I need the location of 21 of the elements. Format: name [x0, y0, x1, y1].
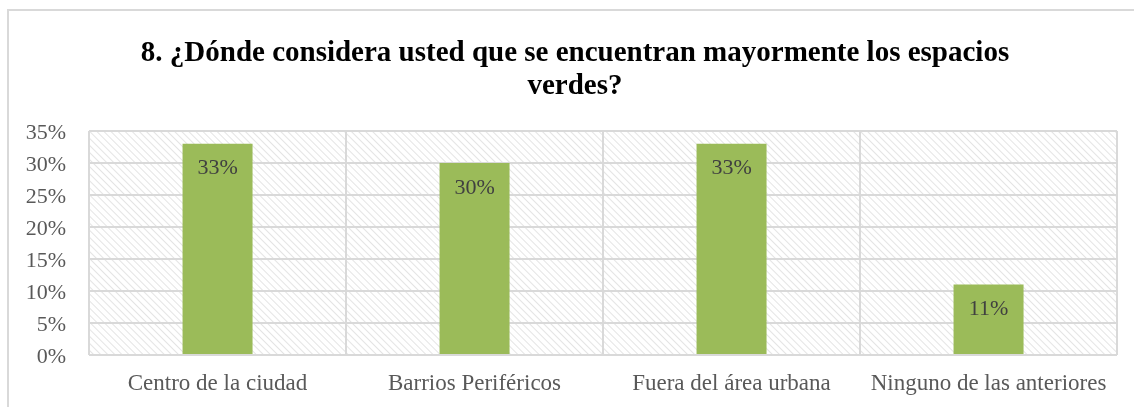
x-tick-label: Fuera del área urbana — [632, 370, 831, 396]
x-tick-label: Centro de la ciudad — [127, 370, 308, 396]
y-tick-label: 5% — [36, 310, 66, 336]
y-tick-label: 10% — [25, 278, 66, 304]
bar — [696, 143, 767, 355]
y-tick-label: 15% — [25, 246, 66, 272]
y-tick-label: 35% — [25, 118, 66, 144]
x-tick-label: Ninguno de las anteriores — [870, 370, 1107, 396]
bar — [439, 163, 510, 355]
chart-title: 8. ¿Dónde considera usted que se encuentran mayormente los espacios verdes? — [139, 35, 1011, 101]
y-tick-label: 0% — [36, 342, 66, 368]
data-label: 33% — [197, 154, 238, 180]
y-tick-label: 25% — [25, 182, 66, 208]
data-label: 30% — [454, 173, 495, 199]
bar — [953, 284, 1024, 355]
y-tick-label: 30% — [25, 150, 66, 176]
data-label: 33% — [711, 154, 752, 180]
y-tick-label: 20% — [25, 214, 66, 240]
data-label: 11% — [968, 295, 1009, 321]
x-tick-label: Barrios Periféricos — [387, 370, 562, 396]
bar — [182, 143, 253, 355]
